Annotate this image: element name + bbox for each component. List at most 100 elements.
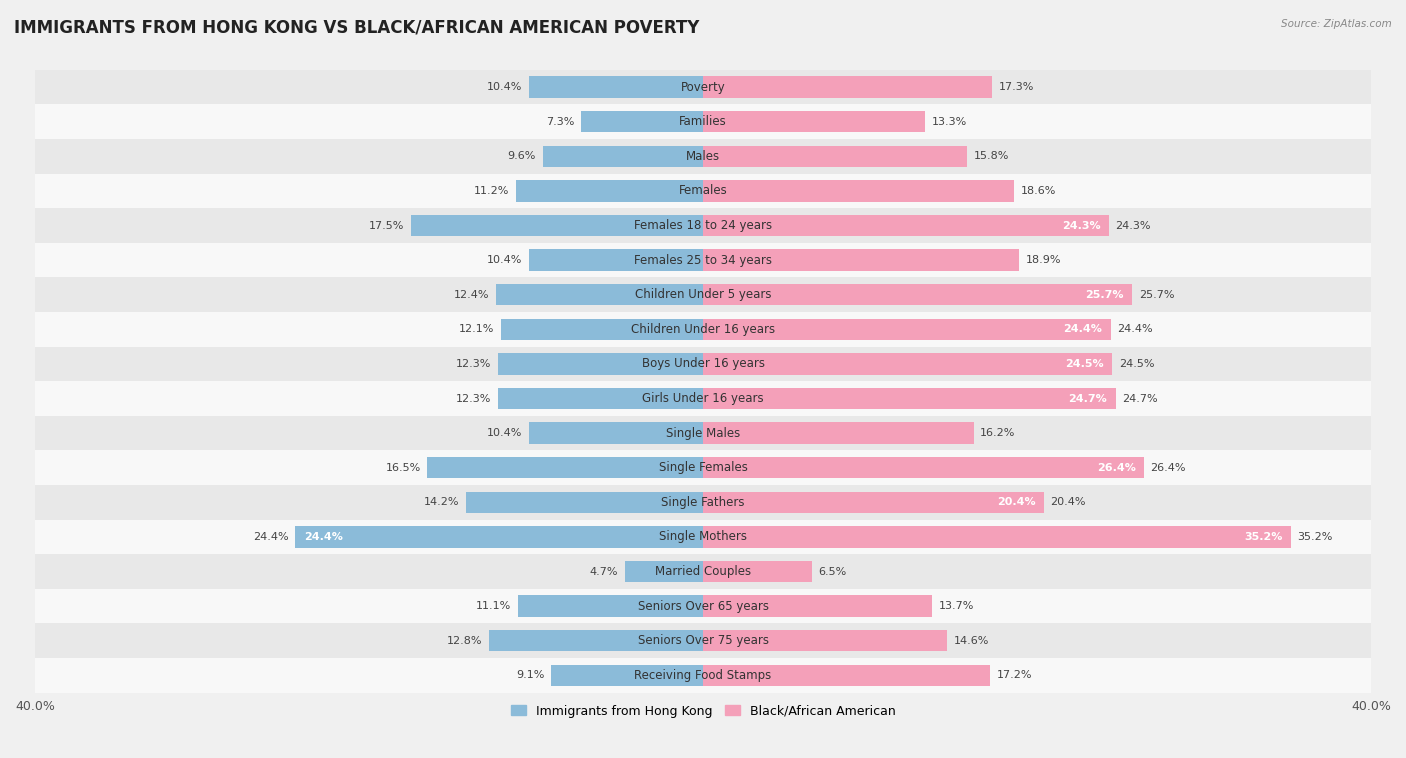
Text: 16.2%: 16.2%: [980, 428, 1015, 438]
Text: 12.3%: 12.3%: [456, 359, 491, 369]
Bar: [35, 346, 1371, 381]
Text: 10.4%: 10.4%: [488, 82, 523, 92]
Text: 12.4%: 12.4%: [454, 290, 489, 299]
Bar: [35, 658, 1371, 693]
Bar: [35, 277, 1371, 312]
Bar: [529, 77, 703, 98]
Bar: [35, 485, 1371, 520]
Text: Single Mothers: Single Mothers: [659, 531, 747, 543]
Text: Receiving Food Stamps: Receiving Food Stamps: [634, 669, 772, 682]
Text: Seniors Over 65 years: Seniors Over 65 years: [637, 600, 769, 612]
Bar: [35, 243, 1371, 277]
Text: 26.4%: 26.4%: [1150, 462, 1187, 473]
Text: 13.7%: 13.7%: [938, 601, 974, 611]
Bar: [703, 526, 1291, 548]
Text: 24.5%: 24.5%: [1119, 359, 1154, 369]
Text: 24.7%: 24.7%: [1122, 393, 1157, 403]
Text: Females: Females: [679, 184, 727, 197]
Bar: [703, 111, 925, 133]
Text: 25.7%: 25.7%: [1139, 290, 1174, 299]
Bar: [35, 70, 1371, 105]
Bar: [624, 561, 703, 582]
Bar: [498, 353, 703, 374]
Bar: [516, 180, 703, 202]
Bar: [529, 249, 703, 271]
Text: Females 18 to 24 years: Females 18 to 24 years: [634, 219, 772, 232]
Bar: [35, 589, 1371, 624]
Bar: [703, 146, 967, 167]
Text: Single Females: Single Females: [658, 462, 748, 475]
Text: 17.3%: 17.3%: [998, 82, 1033, 92]
Bar: [35, 554, 1371, 589]
Text: 16.5%: 16.5%: [385, 462, 420, 473]
Text: 14.6%: 14.6%: [953, 636, 988, 646]
Text: Single Males: Single Males: [666, 427, 740, 440]
Bar: [703, 180, 1014, 202]
Text: 24.4%: 24.4%: [304, 532, 343, 542]
Text: Poverty: Poverty: [681, 80, 725, 93]
Bar: [489, 630, 703, 651]
Bar: [427, 457, 703, 478]
Bar: [35, 416, 1371, 450]
Bar: [703, 318, 1111, 340]
Bar: [496, 284, 703, 305]
Bar: [517, 596, 703, 617]
Text: 25.7%: 25.7%: [1085, 290, 1123, 299]
Bar: [411, 215, 703, 236]
Text: 20.4%: 20.4%: [997, 497, 1035, 507]
Text: 17.2%: 17.2%: [997, 670, 1032, 681]
Bar: [529, 422, 703, 444]
Bar: [703, 665, 990, 686]
Bar: [498, 388, 703, 409]
Text: 24.4%: 24.4%: [253, 532, 288, 542]
Text: Boys Under 16 years: Boys Under 16 years: [641, 358, 765, 371]
Bar: [35, 624, 1371, 658]
Bar: [703, 561, 811, 582]
Text: 20.4%: 20.4%: [1050, 497, 1085, 507]
Text: 24.3%: 24.3%: [1062, 221, 1101, 230]
Text: 11.1%: 11.1%: [475, 601, 510, 611]
Bar: [703, 630, 946, 651]
Text: 17.5%: 17.5%: [368, 221, 404, 230]
Bar: [703, 388, 1115, 409]
Text: 11.2%: 11.2%: [474, 186, 509, 196]
Text: 24.7%: 24.7%: [1069, 393, 1107, 403]
Bar: [35, 139, 1371, 174]
Text: 18.9%: 18.9%: [1025, 255, 1062, 265]
Bar: [543, 146, 703, 167]
Bar: [35, 520, 1371, 554]
Text: IMMIGRANTS FROM HONG KONG VS BLACK/AFRICAN AMERICAN POVERTY: IMMIGRANTS FROM HONG KONG VS BLACK/AFRIC…: [14, 19, 699, 37]
Text: 15.8%: 15.8%: [973, 152, 1010, 161]
Text: 7.3%: 7.3%: [546, 117, 575, 127]
Text: Females 25 to 34 years: Females 25 to 34 years: [634, 254, 772, 267]
Bar: [703, 457, 1144, 478]
Text: Children Under 16 years: Children Under 16 years: [631, 323, 775, 336]
Text: 24.4%: 24.4%: [1118, 324, 1153, 334]
Text: 13.3%: 13.3%: [932, 117, 967, 127]
Text: 35.2%: 35.2%: [1298, 532, 1333, 542]
Bar: [35, 381, 1371, 416]
Text: 35.2%: 35.2%: [1244, 532, 1282, 542]
Text: 14.2%: 14.2%: [423, 497, 460, 507]
Text: 24.4%: 24.4%: [1063, 324, 1102, 334]
Bar: [703, 284, 1132, 305]
Bar: [35, 174, 1371, 208]
Bar: [35, 105, 1371, 139]
Text: 12.8%: 12.8%: [447, 636, 482, 646]
Text: 9.1%: 9.1%: [516, 670, 544, 681]
Text: 18.6%: 18.6%: [1021, 186, 1056, 196]
Bar: [501, 318, 703, 340]
Bar: [551, 665, 703, 686]
Bar: [703, 77, 993, 98]
Bar: [703, 492, 1043, 513]
Text: 12.3%: 12.3%: [456, 393, 491, 403]
Text: Males: Males: [686, 150, 720, 163]
Text: Single Fathers: Single Fathers: [661, 496, 745, 509]
Text: 24.3%: 24.3%: [1115, 221, 1152, 230]
Bar: [581, 111, 703, 133]
Text: 9.6%: 9.6%: [508, 152, 536, 161]
Bar: [35, 208, 1371, 243]
Bar: [35, 312, 1371, 346]
Legend: Immigrants from Hong Kong, Black/African American: Immigrants from Hong Kong, Black/African…: [506, 700, 900, 722]
Text: Source: ZipAtlas.com: Source: ZipAtlas.com: [1281, 19, 1392, 29]
